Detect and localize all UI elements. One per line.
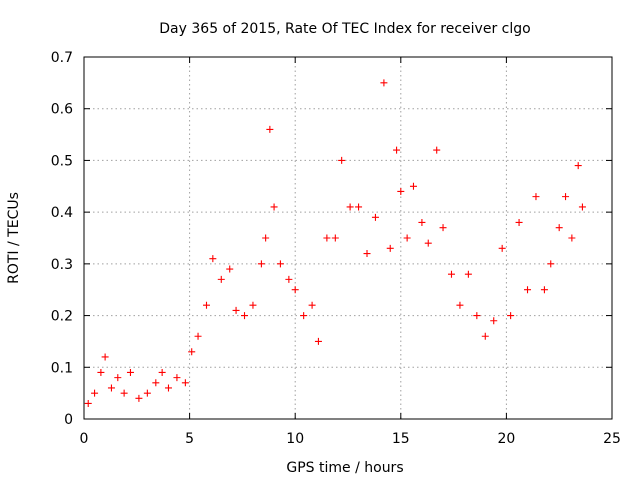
data-point [249,301,257,309]
data-point [300,312,308,320]
data-point [371,213,379,221]
data-point [285,275,293,283]
y-tick-label: 0 [64,412,73,428]
data-point [524,286,532,294]
data-point [547,260,555,268]
data-point [209,255,217,263]
y-tick-label: 0.6 [51,102,73,118]
data-point [114,374,122,382]
data-point [84,399,92,407]
x-tick-label: 25 [603,431,621,447]
data-point [507,312,515,320]
data-point [380,79,388,87]
data-point [217,275,225,283]
data-point [473,312,481,320]
data-point [97,368,105,376]
data-point [540,286,548,294]
data-point [266,125,274,133]
data-point [568,234,576,242]
data-point [355,203,363,211]
data-point [456,301,464,309]
data-point [276,260,284,268]
data-point [555,224,563,232]
data-point [91,389,99,397]
data-point [386,244,394,252]
data-point [574,162,582,170]
data-point [314,337,322,345]
data-point [464,270,472,278]
data-point [515,218,523,226]
grid [84,57,612,419]
x-axis-label: GPS time / hours [286,460,403,476]
data-point [202,301,210,309]
data-point [338,156,346,164]
data-point [363,250,371,258]
data-point [152,379,160,387]
data-point [562,193,570,201]
data-point [323,234,331,242]
data-point [241,312,249,320]
data-point [107,384,115,392]
x-tick-label: 10 [286,431,304,447]
data-point [262,234,270,242]
data-point [397,187,405,195]
data-point [158,368,166,376]
data-point [498,244,506,252]
data-point [418,218,426,226]
chart-title: Day 365 of 2015, Rate Of TEC Index for r… [159,21,530,37]
data-point [393,146,401,154]
data-point [433,146,441,154]
y-tick-label: 0.1 [51,360,73,376]
x-tick-label: 20 [497,431,515,447]
y-tick-label: 0.3 [51,257,73,273]
data-point [173,374,181,382]
data-point [226,265,234,273]
data-point [481,332,489,340]
data-point [346,203,354,211]
data-point [331,234,339,242]
data-point [403,234,411,242]
data-point [232,306,240,314]
x-tick-label: 15 [392,431,410,447]
data-point [126,368,134,376]
y-tick-label: 0.5 [51,153,73,169]
x-tick-label: 5 [185,431,194,447]
data-point [578,203,586,211]
data-point [194,332,202,340]
data-point [143,389,151,397]
data-point [164,384,172,392]
y-tick-label: 0.2 [51,309,73,325]
y-tick-label: 0.7 [51,50,73,66]
x-tick-label: 0 [80,431,89,447]
plot-frame [83,56,613,420]
data-point [409,182,417,190]
data-point [439,224,447,232]
data-point [291,286,299,294]
data-point [257,260,265,268]
data-points [84,79,586,407]
data-point [181,379,189,387]
data-point [135,394,143,402]
axis-ticks: 0 5 10 15 20 25 0 0.1 0.2 0.3 0.4 0.5 0.6 0.7 [51,50,621,447]
y-tick-label: 0.4 [51,205,73,221]
data-point [101,353,109,361]
data-point [270,203,278,211]
y-axis-label: ROTI / TECUs [6,192,22,284]
data-point [188,348,196,356]
data-point [308,301,316,309]
data-point [490,317,498,325]
data-point [532,193,540,201]
data-point [447,270,455,278]
data-point [120,389,128,397]
data-point [424,239,432,247]
